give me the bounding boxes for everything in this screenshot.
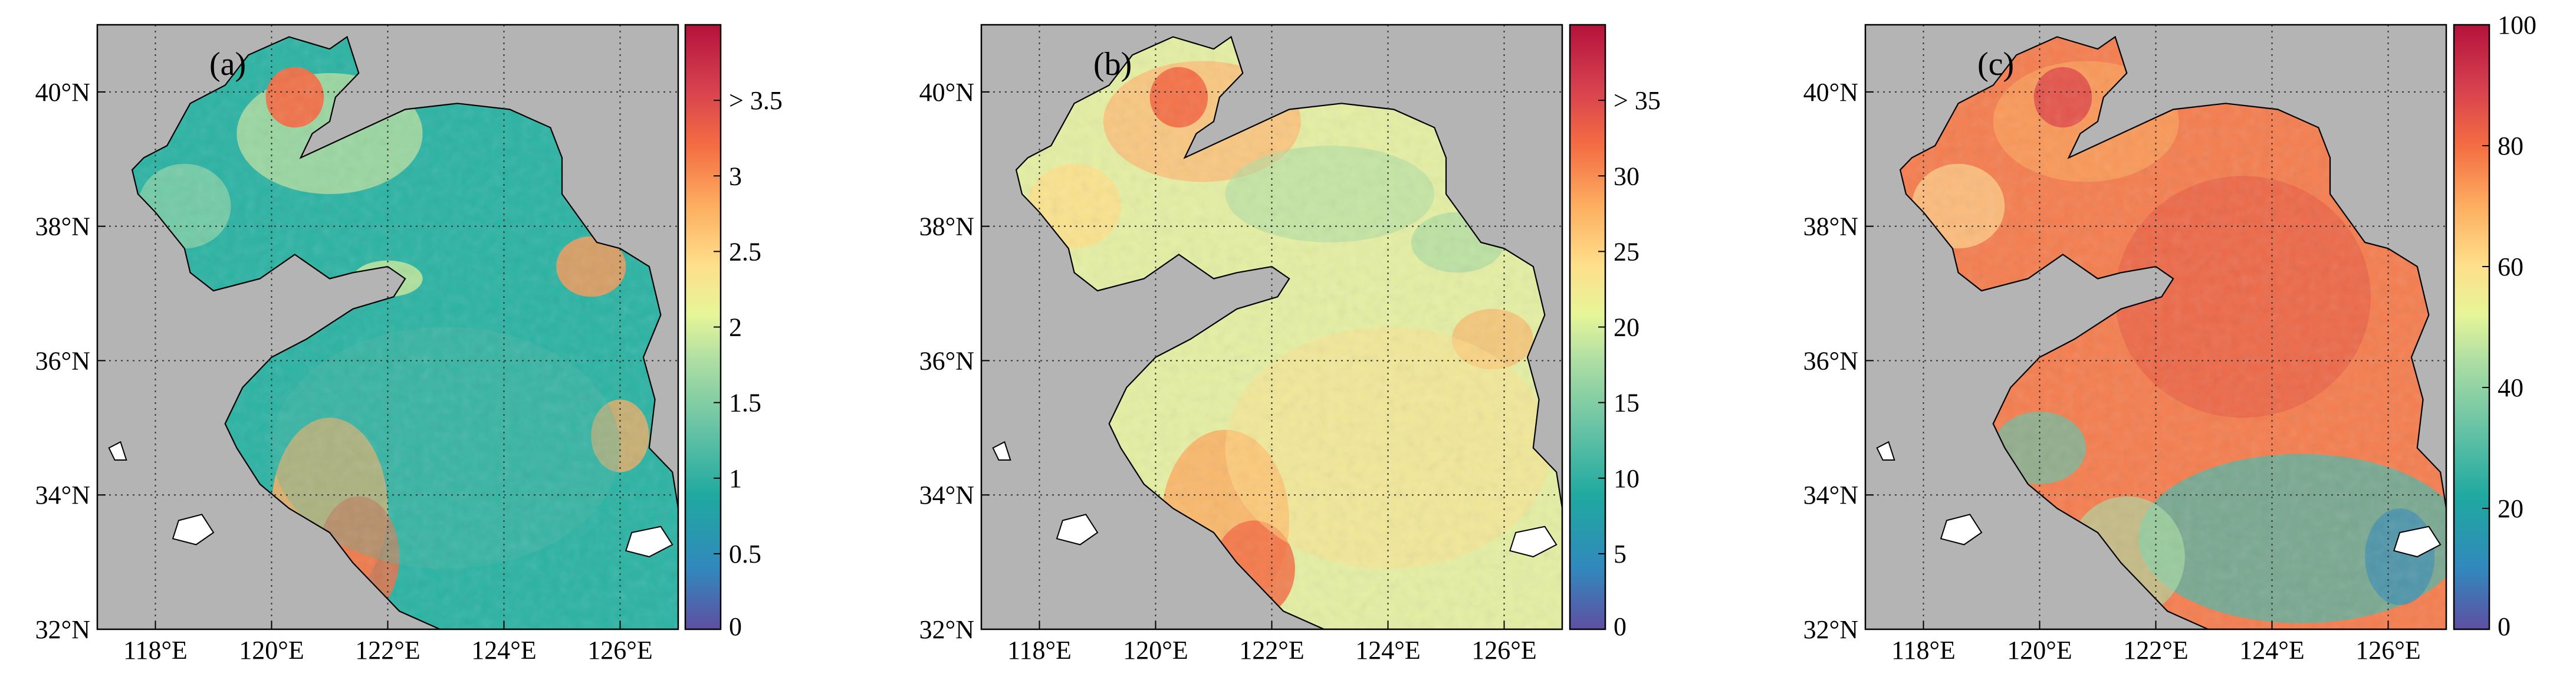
lon-tick-label: 124°E xyxy=(1355,636,1420,665)
colorbar-tick-label: 5 xyxy=(1614,540,1627,569)
colorbar-tick-label: 60 xyxy=(2498,252,2524,281)
colorbar-tick-label: 3 xyxy=(729,162,742,190)
lat-tick-label: 38°N xyxy=(1803,212,1858,241)
colorbar: 0 0.5 1 1.5 2 2.5 3 > 3.5 xyxy=(684,24,783,641)
coastline xyxy=(131,35,678,629)
island xyxy=(1056,514,1099,546)
island xyxy=(1876,441,1895,461)
lat-tick-label: 34°N xyxy=(1803,481,1858,510)
lat-tick-label: 34°N xyxy=(35,481,90,510)
map-frame xyxy=(1864,24,2447,630)
island xyxy=(1940,514,1983,546)
lon-tick-label: 124°E xyxy=(471,636,536,665)
coastline xyxy=(1015,35,1562,629)
map-panel: 118°E 120°E 122°E 124°E 126°E 32°N 34°N 36°N 38°… xyxy=(35,24,783,665)
island xyxy=(172,514,215,546)
colorbar-tick-label: > 35 xyxy=(1614,86,1661,115)
colorbar-frame xyxy=(2453,24,2490,630)
lon-tick-label: 118°E xyxy=(1891,636,1956,665)
lon-tick-label: 126°E xyxy=(1471,636,1536,665)
island xyxy=(108,441,127,461)
lat-tick-label: 40°N xyxy=(1803,78,1858,107)
colorbar-tick-label: 25 xyxy=(1614,237,1639,266)
colorbar-tick-label: 2.5 xyxy=(729,237,761,266)
lon-tick-label: 120°E xyxy=(2007,636,2072,665)
colorbar-tick-label: 0 xyxy=(2498,612,2511,641)
colorbar-tick-label: 15 xyxy=(1614,389,1639,418)
lat-tick-label: 40°N xyxy=(919,78,974,107)
lat-tick-label: 38°N xyxy=(919,212,974,241)
colorbar-tick-label: 30 xyxy=(1614,162,1639,190)
colorbar-tick-label: 0 xyxy=(1614,612,1627,641)
lat-tick-label: 36°N xyxy=(35,346,90,375)
colorbar-tick-label: 1.5 xyxy=(729,389,761,418)
colorbar-tick-label: 1 xyxy=(729,464,742,493)
lat-tick-label: 36°N xyxy=(1803,346,1858,375)
island xyxy=(2393,525,2442,558)
lat-tick-label: 32°N xyxy=(35,615,90,644)
lon-tick-label: 122°E xyxy=(355,636,420,665)
lon-tick-label: 122°E xyxy=(2123,636,2188,665)
colorbar-tick-label: 2 xyxy=(729,313,742,342)
lat-tick-label: 32°N xyxy=(919,615,974,644)
lon-tick-label: 126°E xyxy=(587,636,652,665)
map-panel: 118°E 120°E 122°E 124°E 126°E 32°N 34°N 36°N 38°… xyxy=(1803,11,2536,665)
colorbar-tick-label: 20 xyxy=(2498,494,2524,523)
coastline xyxy=(1899,35,2446,629)
lon-tick-label: 126°E xyxy=(2355,636,2420,665)
panel-label: (b) xyxy=(1093,46,1132,83)
lon-tick-label: 124°E xyxy=(2239,636,2304,665)
lat-tick-label: 32°N xyxy=(1803,615,1858,644)
colorbar-tick-label: 80 xyxy=(2498,132,2524,160)
colorbar-tick-label: 40 xyxy=(2498,373,2524,402)
lat-tick-label: 40°N xyxy=(35,78,90,107)
island xyxy=(992,441,1011,461)
colorbar-tick-label: 10 xyxy=(1614,464,1639,493)
lon-tick-label: 118°E xyxy=(123,636,188,665)
island xyxy=(1509,525,1558,558)
map-frame xyxy=(96,24,679,630)
colorbar-tick-label: 0.5 xyxy=(729,540,761,569)
map-frame xyxy=(980,24,1563,630)
lat-tick-label: 38°N xyxy=(35,212,90,241)
colorbar: 0 20 40 60 80 100 xyxy=(2453,11,2536,641)
lat-tick-label: 36°N xyxy=(919,346,974,375)
colorbar-tick-label: > 3.5 xyxy=(729,86,783,115)
colorbar-tick-label: 20 xyxy=(1614,313,1639,342)
lon-tick-label: 122°E xyxy=(1239,636,1304,665)
lat-tick-label: 34°N xyxy=(919,481,974,510)
map-panel: 118°E 120°E 122°E 124°E 126°E 32°N 34°N 36°N 38°… xyxy=(919,24,1661,665)
island xyxy=(625,525,673,558)
lon-tick-label: 120°E xyxy=(239,636,304,665)
panel-label: (c) xyxy=(1977,46,2014,83)
colorbar: 0 5 10 15 20 25 30 > 35 xyxy=(1569,24,1661,641)
lon-tick-label: 118°E xyxy=(1007,636,1072,665)
colorbar-tick-label: 100 xyxy=(2498,11,2536,40)
colorbar-gradient xyxy=(2454,25,2489,629)
panel-label: (a) xyxy=(209,46,246,83)
colorbar-tick-label: 0 xyxy=(729,612,742,641)
lon-tick-label: 120°E xyxy=(1123,636,1188,665)
